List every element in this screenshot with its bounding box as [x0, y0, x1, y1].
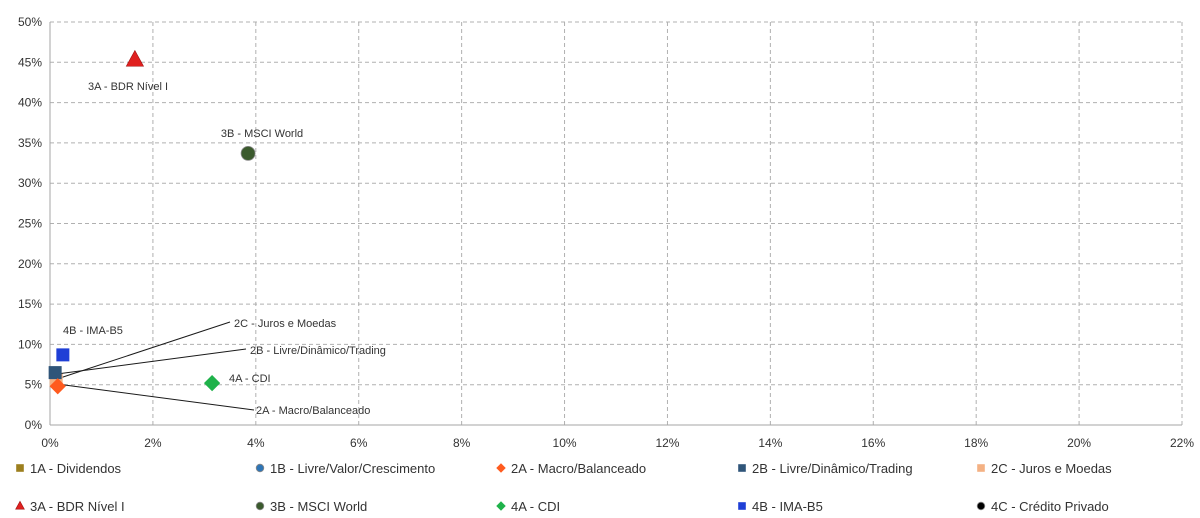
- legend-marker: [496, 463, 506, 473]
- data-point: [48, 366, 62, 380]
- legend-label: 4C - Crédito Privado: [991, 499, 1109, 514]
- y-tick-label: 0%: [25, 418, 43, 432]
- data-label: 2B - Livre/Dinâmico/Trading: [250, 345, 386, 357]
- y-tick-label: 30%: [18, 176, 42, 190]
- legend-marker: [496, 501, 506, 511]
- x-tick-label: 8%: [453, 436, 471, 450]
- x-tick-label: 18%: [964, 436, 988, 450]
- legend-marker: [977, 464, 985, 472]
- legend-marker: [976, 501, 986, 511]
- data-label: 4A - CDI: [229, 373, 271, 385]
- data-label: 2A - Macro/Balanceado: [256, 405, 370, 417]
- y-tick-label: 35%: [18, 136, 42, 150]
- data-label: 3A - BDR Nível I: [88, 81, 168, 93]
- x-tick-label: 0%: [41, 436, 59, 450]
- legend-label: 2C - Juros e Moedas: [991, 461, 1112, 476]
- data-label: 4B - IMA-B5: [63, 325, 123, 337]
- x-tick-label: 16%: [861, 436, 885, 450]
- legend-label: 1A - Dividendos: [30, 461, 122, 476]
- data-label: 3B - MSCI World: [221, 128, 303, 140]
- legend-label: 3B - MSCI World: [270, 499, 367, 514]
- data-point: [125, 49, 145, 67]
- y-tick-label: 40%: [18, 96, 42, 110]
- legend-marker: [738, 464, 746, 472]
- legend-label: 2A - Macro/Balanceado: [511, 461, 646, 476]
- x-tick-label: 6%: [350, 436, 368, 450]
- legend-marker: [15, 500, 25, 510]
- y-tick-label: 25%: [18, 217, 42, 231]
- legend-label: 4B - IMA-B5: [752, 499, 823, 514]
- x-tick-label: 22%: [1170, 436, 1194, 450]
- y-tick-label: 20%: [18, 257, 42, 271]
- legend-marker: [16, 464, 24, 472]
- data-label-leader: [56, 383, 255, 411]
- y-tick-label: 10%: [18, 337, 42, 351]
- data-point: [203, 374, 221, 392]
- data-label-leader: [56, 348, 247, 375]
- data-label: 2C - Juros e Moedas: [234, 318, 337, 330]
- y-tick-label: 5%: [25, 378, 43, 392]
- x-tick-label: 2%: [144, 436, 162, 450]
- legend-label: 1B - Livre/Valor/Crescimento: [270, 461, 435, 476]
- y-tick-label: 15%: [18, 297, 42, 311]
- x-tick-label: 14%: [758, 436, 782, 450]
- data-point: [49, 378, 66, 395]
- legend-marker: [255, 501, 265, 511]
- data-label-leader: [56, 321, 231, 380]
- x-tick-label: 10%: [553, 436, 577, 450]
- data-point: [240, 145, 256, 161]
- x-tick-label: 4%: [247, 436, 265, 450]
- legend-marker: [738, 502, 746, 510]
- legend-label: 2B - Livre/Dinâmico/Trading: [752, 461, 913, 476]
- data-point: [56, 348, 70, 362]
- legend-label: 3A - BDR Nível I: [30, 499, 125, 514]
- legend-marker: [255, 463, 265, 473]
- x-tick-label: 20%: [1067, 436, 1091, 450]
- y-tick-label: 45%: [18, 55, 42, 69]
- y-tick-label: 50%: [18, 15, 42, 29]
- x-tick-label: 12%: [655, 436, 679, 450]
- legend-label: 4A - CDI: [511, 499, 560, 514]
